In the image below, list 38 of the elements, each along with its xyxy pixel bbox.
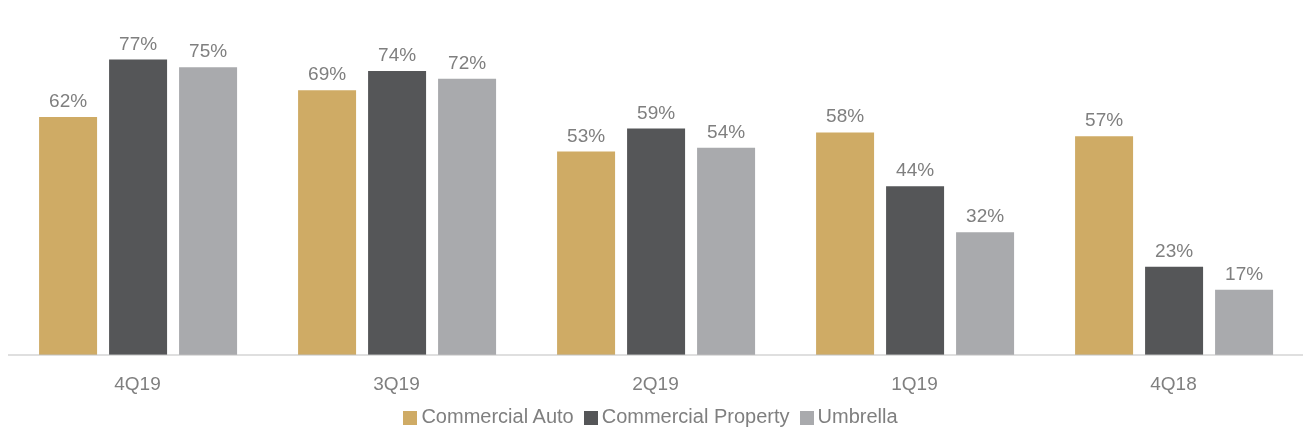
bar xyxy=(298,90,357,355)
bar xyxy=(1145,266,1204,355)
data-label: 74% xyxy=(378,44,417,66)
bar xyxy=(39,117,98,355)
bar xyxy=(179,67,238,355)
legend-label: Umbrella xyxy=(817,405,898,427)
bar xyxy=(557,151,616,355)
x-tick-label: 3Q19 xyxy=(373,373,420,395)
data-label: 23% xyxy=(1155,239,1194,261)
data-label: 57% xyxy=(1085,109,1124,131)
data-label: 58% xyxy=(826,105,865,127)
data-label: 75% xyxy=(189,40,228,62)
bar xyxy=(1215,289,1274,355)
bar xyxy=(109,59,168,355)
legend-label: Commercial Auto xyxy=(421,405,574,427)
data-label: 62% xyxy=(49,90,88,112)
data-label: 69% xyxy=(308,63,347,85)
bar xyxy=(627,128,686,355)
bar xyxy=(368,71,427,355)
bar xyxy=(816,132,875,355)
data-label: 44% xyxy=(896,159,935,181)
bar xyxy=(1075,136,1134,355)
legend-label: Commercial Property xyxy=(601,405,790,427)
data-label: 32% xyxy=(966,205,1005,227)
x-tick-label: 1Q19 xyxy=(891,373,938,395)
data-label: 53% xyxy=(567,124,606,146)
bar xyxy=(956,232,1015,355)
data-label: 54% xyxy=(707,120,746,142)
bar xyxy=(697,147,756,355)
data-label: 59% xyxy=(637,101,676,123)
data-label: 17% xyxy=(1225,262,1264,284)
x-tick-label: 4Q19 xyxy=(114,373,161,395)
data-label: 72% xyxy=(448,51,487,73)
data-label: 77% xyxy=(119,32,158,54)
x-tick-label: 4Q18 xyxy=(1150,373,1197,395)
bar xyxy=(886,186,945,355)
bar xyxy=(438,78,497,355)
x-tick-label: 2Q19 xyxy=(632,373,679,395)
